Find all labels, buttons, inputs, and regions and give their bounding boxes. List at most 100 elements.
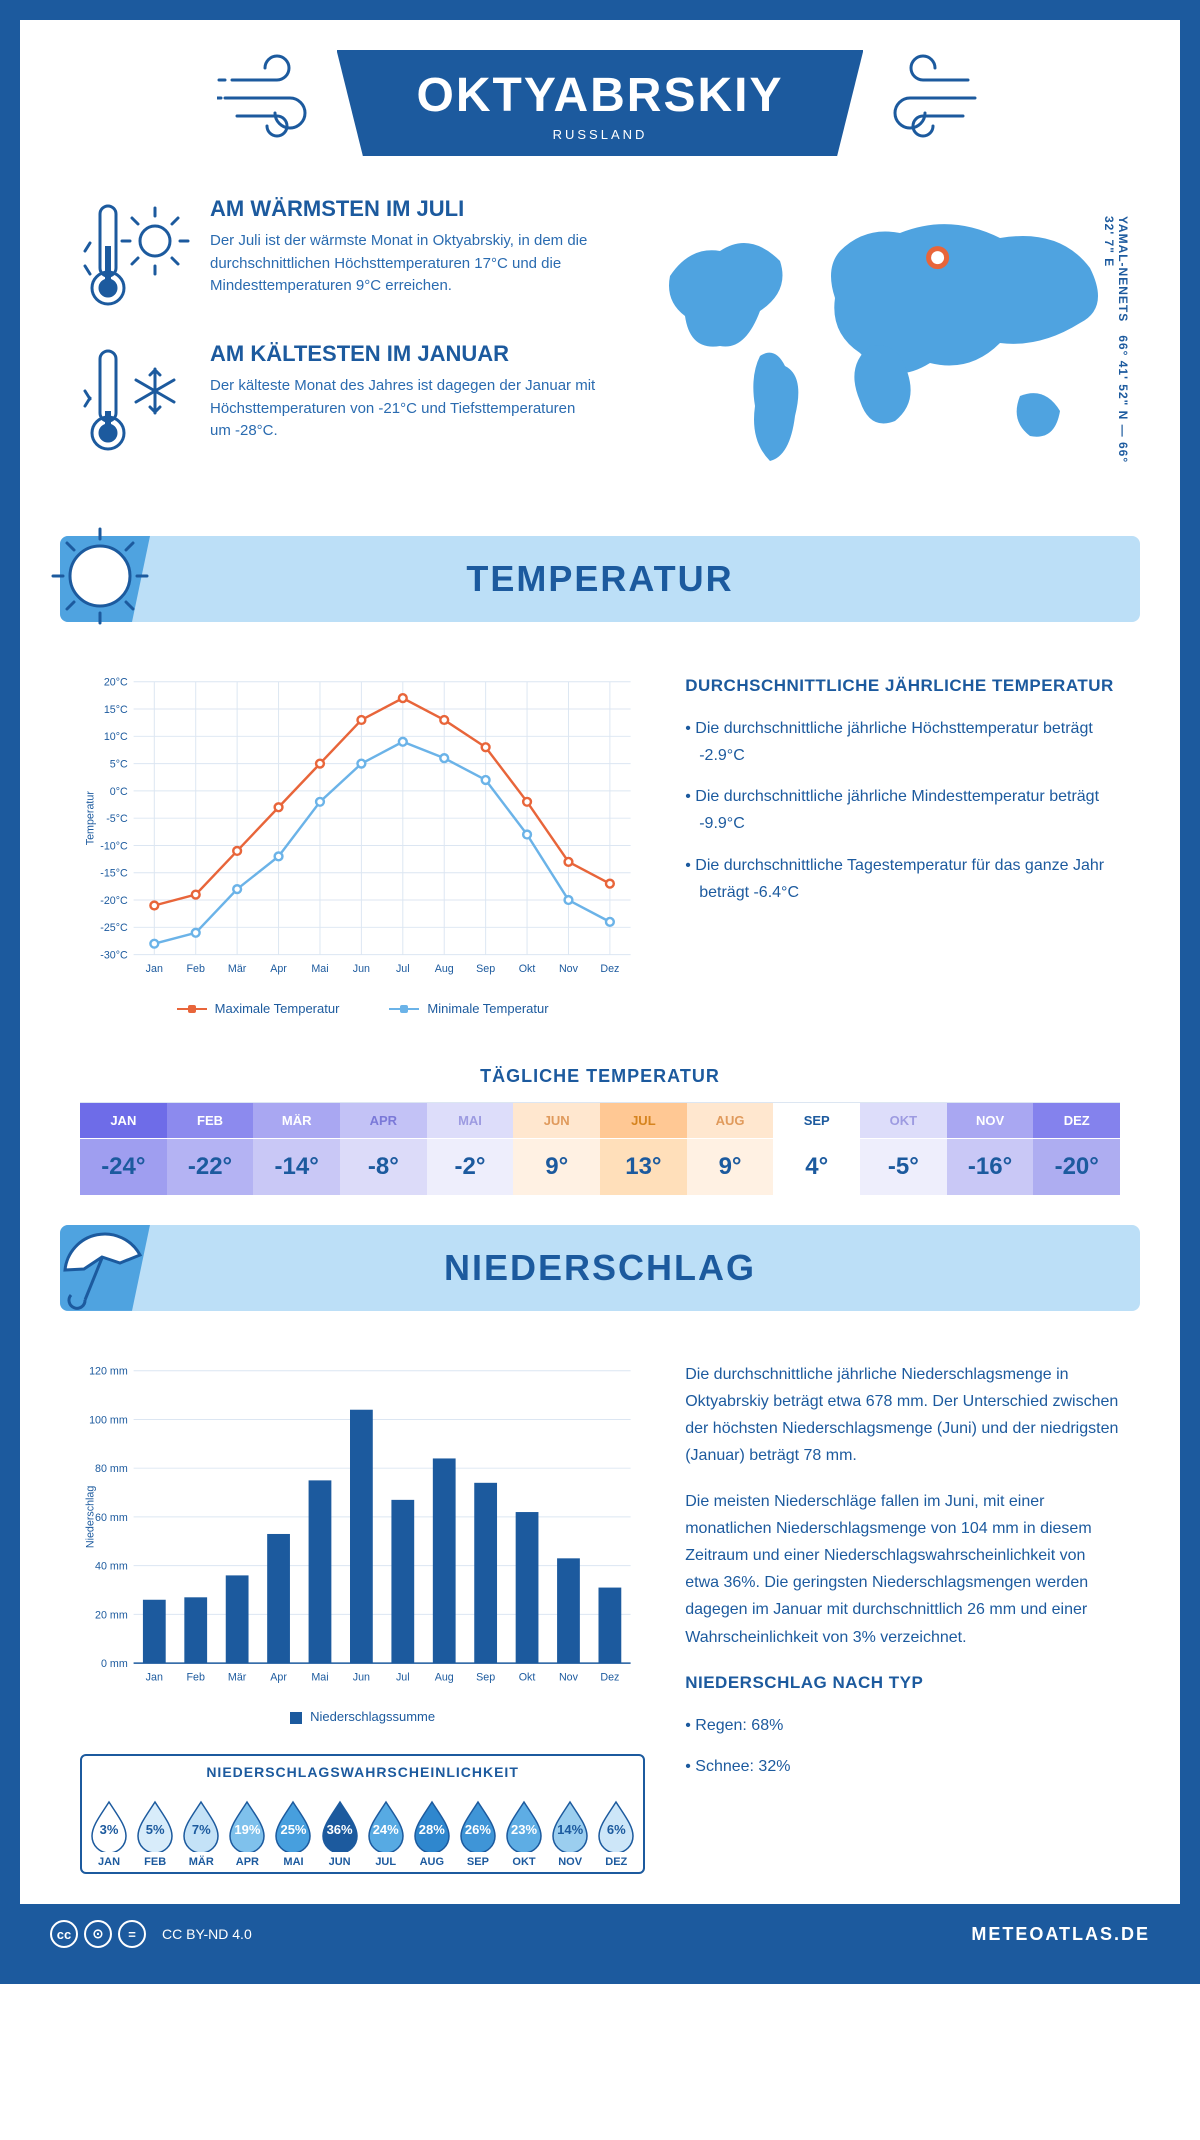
svg-text:20 mm: 20 mm xyxy=(95,1609,128,1621)
umbrella-icon xyxy=(45,1210,155,1320)
daily-temp-table: JAN-24°FEB-22°MÄR-14°APR-8°MAI-2°JUN9°JU… xyxy=(80,1102,1120,1195)
temp-cell: SEP4° xyxy=(773,1103,860,1195)
daily-temp-heading: TÄGLICHE TEMPERATUR xyxy=(20,1066,1180,1087)
coords-label: YAMAL-NENETS 66° 41' 52" N — 66° 32' 7" … xyxy=(1102,216,1130,486)
precipitation-summary: Die durchschnittliche jährliche Niedersc… xyxy=(685,1361,1120,1874)
svg-text:Mär: Mär xyxy=(228,963,247,975)
footer: cc ⊙ = CC BY-ND 4.0 METEOATLAS.DE xyxy=(20,1904,1180,1964)
temperature-line-chart: -30°C-25°C-20°C-15°C-10°C-5°C0°C5°C10°C1… xyxy=(80,672,645,1016)
svg-text:Jun: Jun xyxy=(353,963,370,975)
temperature-heading: TEMPERATUR xyxy=(90,558,1110,600)
svg-text:0 mm: 0 mm xyxy=(101,1658,128,1670)
svg-text:0°C: 0°C xyxy=(110,786,128,798)
svg-text:60 mm: 60 mm xyxy=(95,1512,128,1524)
temp-side-title: DURCHSCHNITTLICHE JÄHRLICHE TEMPERATUR xyxy=(685,672,1120,701)
temp-cell: NOV-16° xyxy=(947,1103,1034,1195)
svg-text:120 mm: 120 mm xyxy=(89,1365,128,1377)
temp-bullet: Die durchschnittliche jährliche Höchstte… xyxy=(685,715,1120,769)
precipitation-bar-chart: 0 mm 20 mm 40 mm 60 mm 80 mm 100 mm 120 mm Nied… xyxy=(80,1361,645,1874)
thermometer-snow-icon xyxy=(80,341,190,461)
svg-text:-5°C: -5°C xyxy=(106,813,128,825)
probability-drop: 25%MAI xyxy=(272,1798,314,1868)
temp-cell: JUL13° xyxy=(600,1103,687,1195)
license-text: CC BY-ND 4.0 xyxy=(162,1926,252,1942)
license-block: cc ⊙ = CC BY-ND 4.0 xyxy=(50,1920,252,1948)
svg-text:Jan: Jan xyxy=(146,963,163,975)
temperature-summary: DURCHSCHNITTLICHE JÄHRLICHE TEMPERATUR D… xyxy=(685,672,1120,1016)
precipitation-heading: NIEDERSCHLAG xyxy=(90,1247,1110,1289)
section-header-precipitation: NIEDERSCHLAG xyxy=(60,1225,1140,1311)
svg-text:Sep: Sep xyxy=(476,963,495,975)
fact-warm-title: AM WÄRMSTEN IM JULI xyxy=(210,196,600,222)
precip-p2: Die meisten Niederschläge fallen im Juni… xyxy=(685,1488,1120,1651)
fact-cold-text: Der kälteste Monat des Jahres ist dagege… xyxy=(210,375,600,443)
fact-warm-text: Der Juli ist der wärmste Monat in Oktyab… xyxy=(210,230,600,298)
probability-drop: 5%FEB xyxy=(134,1798,176,1868)
svg-text:-20°C: -20°C xyxy=(100,895,128,907)
svg-text:Apr: Apr xyxy=(270,1671,287,1683)
thermometer-sun-icon xyxy=(80,196,190,316)
probability-drop: 36%JUN xyxy=(319,1798,361,1868)
fact-cold: AM KÄLTESTEN IM JANUAR Der kälteste Mona… xyxy=(80,341,600,461)
svg-text:80 mm: 80 mm xyxy=(95,1463,128,1475)
svg-text:20°C: 20°C xyxy=(104,677,128,689)
svg-text:Dez: Dez xyxy=(600,963,619,975)
page: OKTYABRSKIY RUSSLAND xyxy=(0,0,1200,1984)
precip-type-title: NIEDERSCHLAG NACH TYP xyxy=(685,1669,1120,1698)
svg-text:Niederschlag: Niederschlag xyxy=(85,1485,97,1548)
svg-text:Okt: Okt xyxy=(519,1671,536,1683)
temp-cell: OKT-5° xyxy=(860,1103,947,1195)
temperature-chart-area: -30°C-25°C-20°C-15°C-10°C-5°C0°C5°C10°C1… xyxy=(20,642,1180,1046)
intro-section: AM WÄRMSTEN IM JULI Der Juli ist der wär… xyxy=(20,176,1180,516)
fact-cold-title: AM KÄLTESTEN IM JANUAR xyxy=(210,341,600,367)
svg-text:Sep: Sep xyxy=(476,1671,495,1683)
temp-bullet: Die durchschnittliche Tagestemperatur fü… xyxy=(685,852,1120,906)
temp-legend: Maximale Temperatur Minimale Temperatur xyxy=(80,1001,645,1016)
probability-drop: 14%NOV xyxy=(549,1798,591,1868)
precipitation-chart-area: 0 mm 20 mm 40 mm 60 mm 80 mm 100 mm 120 mm Nied… xyxy=(20,1331,1180,1904)
svg-text:Temperatur: Temperatur xyxy=(85,791,97,846)
world-map: YAMAL-NENETS 66° 41' 52" N — 66° 32' 7" … xyxy=(640,196,1120,486)
wind-icon-left xyxy=(217,50,337,140)
country-subtitle: RUSSLAND xyxy=(417,127,784,142)
svg-text:40 mm: 40 mm xyxy=(95,1560,128,1572)
svg-text:Nov: Nov xyxy=(559,1671,579,1683)
temp-cell: APR-8° xyxy=(340,1103,427,1195)
temp-cell: FEB-22° xyxy=(167,1103,254,1195)
svg-text:Jan: Jan xyxy=(146,1671,163,1683)
svg-text:10°C: 10°C xyxy=(104,731,128,743)
city-title: OKTYABRSKIY xyxy=(417,68,784,123)
probability-drop: 28%AUG xyxy=(411,1798,453,1868)
title-banner: OKTYABRSKIY RUSSLAND xyxy=(337,50,864,156)
nd-icon: = xyxy=(118,1920,146,1948)
temp-cell: JUN9° xyxy=(513,1103,600,1195)
precip-legend: Niederschlagssumme xyxy=(80,1709,645,1724)
probability-drop: 24%JUL xyxy=(365,1798,407,1868)
svg-text:Nov: Nov xyxy=(559,963,579,975)
svg-text:Jun: Jun xyxy=(353,1671,370,1683)
title-block: OKTYABRSKIY RUSSLAND xyxy=(337,50,864,156)
temp-cell: JAN-24° xyxy=(80,1103,167,1195)
svg-text:Mär: Mär xyxy=(228,1671,247,1683)
svg-text:Mai: Mai xyxy=(311,1671,328,1683)
probability-panel: NIEDERSCHLAGSWAHRSCHEINLICHKEIT 3%JAN5%F… xyxy=(80,1754,645,1874)
svg-text:100 mm: 100 mm xyxy=(89,1414,128,1426)
by-icon: ⊙ xyxy=(84,1920,112,1948)
svg-text:-15°C: -15°C xyxy=(100,868,128,880)
fact-warm: AM WÄRMSTEN IM JULI Der Juli ist der wär… xyxy=(80,196,600,316)
svg-text:5°C: 5°C xyxy=(110,759,128,771)
cc-icon: cc xyxy=(50,1920,78,1948)
svg-text:Jul: Jul xyxy=(396,963,410,975)
probability-drop: 19%APR xyxy=(226,1798,268,1868)
probability-drop: 3%JAN xyxy=(88,1798,130,1868)
svg-text:Dez: Dez xyxy=(600,1671,619,1683)
probability-title: NIEDERSCHLAGSWAHRSCHEINLICHKEIT xyxy=(82,1756,643,1788)
facts-column: AM WÄRMSTEN IM JULI Der Juli ist der wär… xyxy=(80,196,600,486)
temp-bullet: Die durchschnittliche jährliche Mindestt… xyxy=(685,783,1120,837)
svg-text:Apr: Apr xyxy=(270,963,287,975)
brand-label: METEOATLAS.DE xyxy=(971,1924,1150,1945)
section-header-temperature: TEMPERATUR xyxy=(60,536,1140,622)
temp-cell: DEZ-20° xyxy=(1033,1103,1120,1195)
svg-text:-30°C: -30°C xyxy=(100,950,128,962)
temp-cell: AUG9° xyxy=(687,1103,774,1195)
